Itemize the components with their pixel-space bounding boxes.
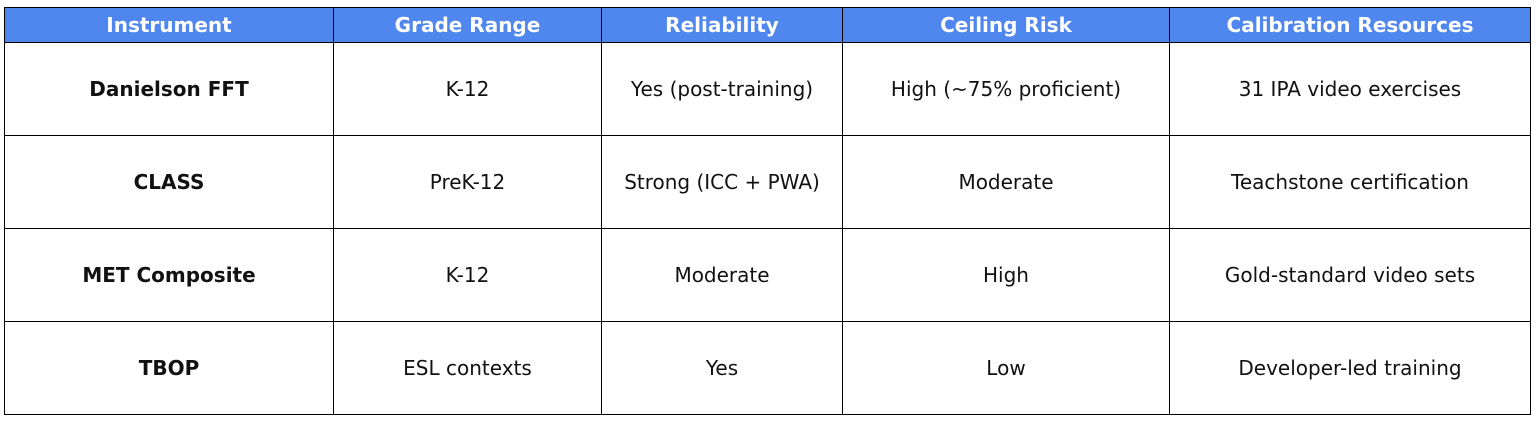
cell-instrument: TBOP bbox=[4, 321, 334, 415]
header-row: Instrument Grade Range Reliability Ceili… bbox=[4, 7, 1531, 43]
header-instrument: Instrument bbox=[4, 7, 334, 43]
cell-calibration-resources: Gold-standard video sets bbox=[1169, 228, 1531, 322]
cell-instrument: Danielson FFT bbox=[4, 42, 334, 136]
instrument-comparison-table: Instrument Grade Range Reliability Ceili… bbox=[4, 7, 1531, 415]
cell-instrument: MET Composite bbox=[4, 228, 334, 322]
cell-calibration-resources: 31 IPA video exercises bbox=[1169, 42, 1531, 136]
cell-ceiling-risk: Moderate bbox=[842, 135, 1170, 229]
cell-reliability: Yes (post-training) bbox=[601, 42, 843, 136]
table-row: CLASS PreK-12 Strong (ICC + PWA) Moderat… bbox=[4, 135, 1531, 229]
header-calibration-resources: Calibration Resources bbox=[1169, 7, 1531, 43]
cell-calibration-resources: Developer-led training bbox=[1169, 321, 1531, 415]
header-reliability: Reliability bbox=[601, 7, 843, 43]
cell-ceiling-risk: Low bbox=[842, 321, 1170, 415]
table-row: MET Composite K-12 Moderate High Gold-st… bbox=[4, 228, 1531, 322]
comparison-table-container: Instrument Grade Range Reliability Ceili… bbox=[4, 7, 1531, 415]
cell-grade-range: ESL contexts bbox=[333, 321, 602, 415]
cell-reliability: Strong (ICC + PWA) bbox=[601, 135, 843, 229]
header-grade-range: Grade Range bbox=[333, 7, 602, 43]
cell-calibration-resources: Teachstone certification bbox=[1169, 135, 1531, 229]
cell-grade-range: K-12 bbox=[333, 228, 602, 322]
cell-ceiling-risk: High bbox=[842, 228, 1170, 322]
table-row: TBOP ESL contexts Yes Low Developer-led … bbox=[4, 321, 1531, 415]
table-header: Instrument Grade Range Reliability Ceili… bbox=[4, 7, 1531, 43]
table-body: Danielson FFT K-12 Yes (post-training) H… bbox=[4, 42, 1531, 415]
cell-instrument: CLASS bbox=[4, 135, 334, 229]
cell-grade-range: PreK-12 bbox=[333, 135, 602, 229]
cell-reliability: Moderate bbox=[601, 228, 843, 322]
cell-reliability: Yes bbox=[601, 321, 843, 415]
table-row: Danielson FFT K-12 Yes (post-training) H… bbox=[4, 42, 1531, 136]
cell-grade-range: K-12 bbox=[333, 42, 602, 136]
header-ceiling-risk: Ceiling Risk bbox=[842, 7, 1170, 43]
cell-ceiling-risk: High (~75% proficient) bbox=[842, 42, 1170, 136]
